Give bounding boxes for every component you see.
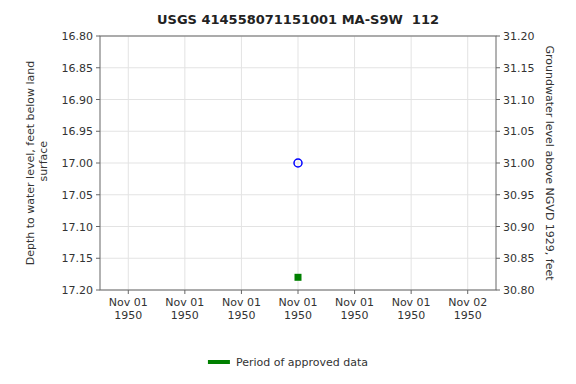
tick-label: 31.05 bbox=[503, 125, 535, 138]
tick-label: 31.00 bbox=[503, 157, 535, 170]
tick-label: 30.80 bbox=[503, 284, 535, 297]
tick-label: 17.20 bbox=[62, 284, 94, 297]
tick-mark bbox=[96, 290, 100, 291]
grid-line bbox=[184, 36, 185, 290]
tick-mark bbox=[496, 99, 500, 100]
tick-label: Nov 011950 bbox=[109, 296, 148, 322]
tick-mark bbox=[184, 290, 185, 294]
tick-label: 16.85 bbox=[62, 62, 94, 75]
tick-label: Nov 021950 bbox=[448, 296, 487, 322]
axis-label: Depth to water level, feet below land su… bbox=[24, 61, 50, 266]
tick-label: 30.90 bbox=[503, 221, 535, 234]
tick-mark bbox=[411, 290, 412, 294]
tick-label: 16.90 bbox=[62, 94, 94, 107]
tick-mark bbox=[496, 226, 500, 227]
grid-line bbox=[467, 36, 468, 290]
grid-line bbox=[298, 36, 299, 290]
tick-mark bbox=[496, 36, 500, 37]
grid-line bbox=[354, 36, 355, 290]
tick-mark bbox=[96, 131, 100, 132]
tick-mark bbox=[496, 258, 500, 259]
tick-mark bbox=[96, 226, 100, 227]
tick-mark bbox=[496, 67, 500, 68]
tick-label: Nov 011950 bbox=[165, 296, 204, 322]
grid-line bbox=[241, 36, 242, 290]
tick-label: 17.10 bbox=[62, 221, 94, 234]
tick-label: 31.15 bbox=[503, 62, 535, 75]
points bbox=[294, 159, 302, 281]
grid bbox=[100, 36, 496, 290]
tick-mark bbox=[96, 163, 100, 164]
grid-line bbox=[128, 36, 129, 290]
tick-label: Nov 011950 bbox=[279, 296, 318, 322]
tick-mark bbox=[96, 36, 100, 37]
legend-swatch bbox=[208, 360, 230, 364]
tick-mark bbox=[467, 290, 468, 294]
tick-label: 31.10 bbox=[503, 94, 535, 107]
tick-mark bbox=[96, 99, 100, 100]
chart: 16.80 16.85 16.90 16.95 17.00 17.05 17.10 17.15… bbox=[0, 0, 576, 384]
y2-axis: 30.80 30.85 30.90 30.95 31.00 31.05 31.10 31.15… bbox=[496, 30, 535, 297]
axis-label: Groundwater level above NGVD 1929, feet bbox=[543, 45, 556, 281]
tick-mark bbox=[354, 290, 355, 294]
plot-frame bbox=[100, 36, 496, 290]
y-axis: 16.80 16.85 16.90 16.95 17.00 17.05 17.10 17.15… bbox=[62, 30, 101, 297]
tick-mark bbox=[496, 163, 500, 164]
x-axis: Nov 011950 Nov 011950 Nov 011950 Nov 011950… bbox=[109, 290, 487, 322]
tick-label: 30.95 bbox=[503, 189, 535, 202]
tick-mark bbox=[298, 290, 299, 294]
background bbox=[0, 0, 576, 384]
grid-line bbox=[411, 36, 412, 290]
tick-label: Nov 011950 bbox=[222, 296, 261, 322]
tick-mark bbox=[96, 67, 100, 68]
tick-mark bbox=[96, 194, 100, 195]
tick-mark bbox=[128, 290, 129, 294]
title: USGS 414558071151001 MA-S9W 112 bbox=[157, 12, 439, 27]
tick-label: 16.95 bbox=[62, 125, 94, 138]
legend-label: Period of approved data bbox=[236, 356, 368, 369]
data-point bbox=[294, 159, 302, 167]
tick-mark bbox=[241, 290, 242, 294]
tick-label: 17.05 bbox=[62, 189, 94, 202]
tick-label: 30.85 bbox=[503, 252, 535, 265]
tick-label: Nov 011950 bbox=[392, 296, 431, 322]
tick-label: 31.20 bbox=[503, 30, 535, 43]
tick-label: 17.00 bbox=[62, 157, 94, 170]
tick-mark bbox=[496, 194, 500, 195]
tick-mark bbox=[96, 258, 100, 259]
tick-label: 17.15 bbox=[62, 252, 94, 265]
data-point bbox=[295, 274, 302, 281]
tick-label: 16.80 bbox=[62, 30, 94, 43]
legend: Period of approved data bbox=[208, 356, 368, 369]
tick-mark bbox=[496, 131, 500, 132]
tick-label: Nov 011950 bbox=[335, 296, 374, 322]
tick-mark bbox=[496, 290, 500, 291]
